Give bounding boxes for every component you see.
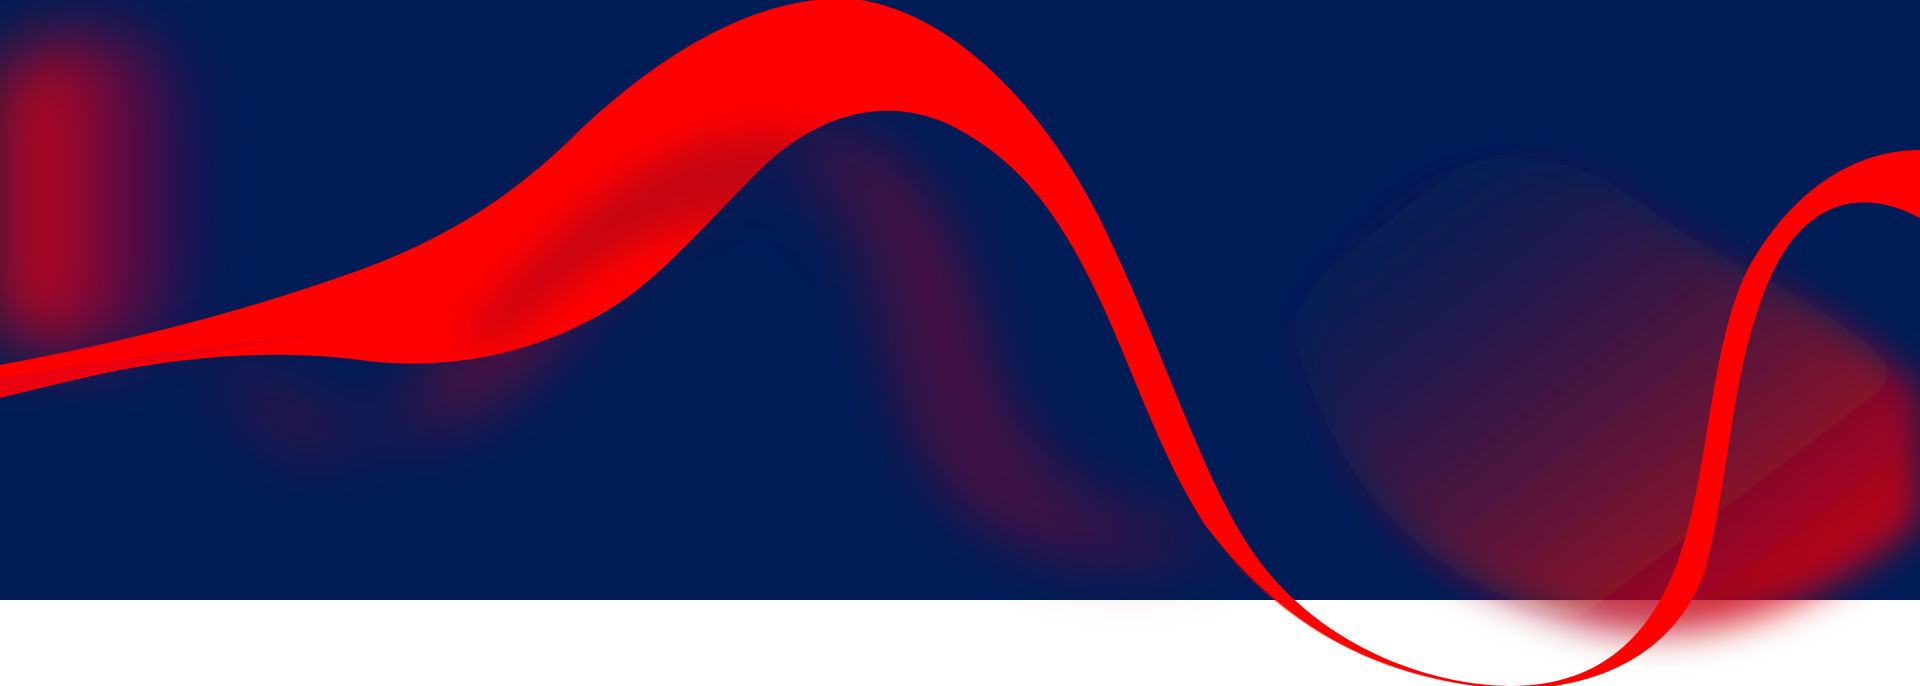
blurred-right-bloom (1290, 158, 1920, 634)
blurred-left-bloom (0, 34, 218, 351)
navy-overlay-cut (460, 131, 1125, 520)
